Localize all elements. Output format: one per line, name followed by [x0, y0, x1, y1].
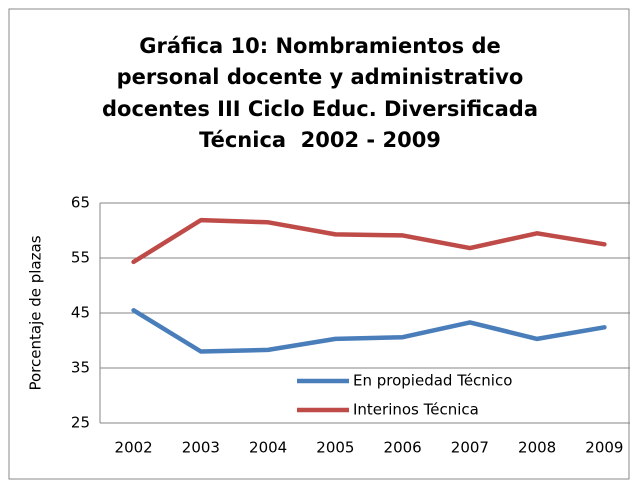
- y-tick-label: 45: [71, 304, 90, 322]
- legend-label: Interinos Técnica: [353, 401, 479, 419]
- chart-title: Gráfica 10: Nombramientos de: [139, 34, 500, 58]
- y-tick-label: 35: [71, 359, 90, 377]
- x-tick-label: 2009: [585, 439, 623, 457]
- x-tick-label: 2006: [384, 439, 422, 457]
- chart-title: Técnica 2002 - 2009: [199, 128, 441, 152]
- chart-title: personal docente y administrativo: [117, 65, 524, 89]
- data-line: [131, 217, 607, 265]
- x-tick-label: 2002: [115, 439, 153, 457]
- x-tick-label: 2007: [451, 439, 489, 457]
- data-line: [131, 308, 607, 354]
- chart-border: [8, 8, 630, 480]
- x-tick-label: 2008: [518, 439, 556, 457]
- chart-title: docentes III Ciclo Educ. Diversificada: [102, 97, 538, 121]
- y-tick-label: 55: [71, 249, 90, 267]
- y-tick-label: 25: [71, 414, 90, 432]
- legend-label: En propiedad Técnico: [353, 372, 512, 390]
- x-tick-label: 2004: [249, 439, 287, 457]
- y-axis-label: Porcentaje de plazas: [27, 235, 45, 390]
- x-tick-label: 2005: [316, 439, 354, 457]
- x-tick-label: 2003: [182, 439, 220, 457]
- y-tick-label: 65: [71, 194, 90, 212]
